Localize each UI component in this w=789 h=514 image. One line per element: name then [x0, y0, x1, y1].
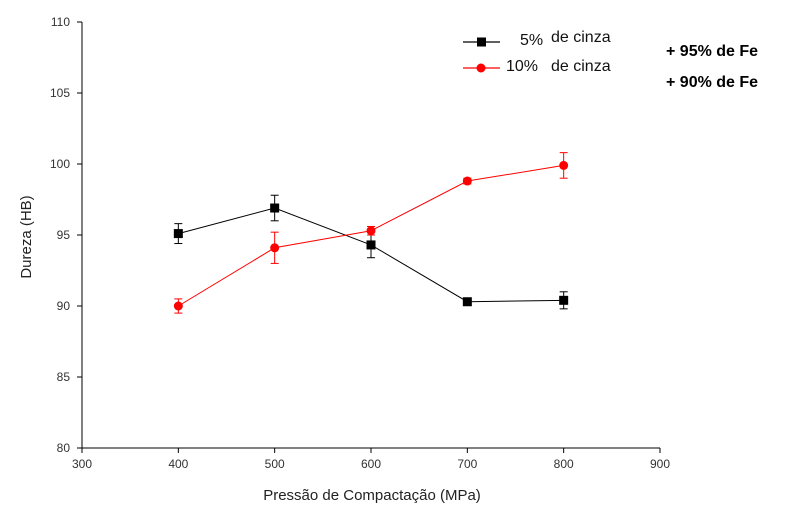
series-layer [173, 152, 569, 314]
data-point-square [462, 297, 472, 307]
legend: 5% de cinza + 95% de Fe 10% de cinza + 90% de… [463, 29, 758, 91]
x-tick-label: 400 [168, 457, 188, 471]
legend-percent: 10% [506, 58, 538, 75]
legend-marker-circle [476, 63, 486, 73]
axis-ticks: 300 400 500 600 700 800 900 80 85 90 95 100 105 110 [50, 15, 670, 471]
data-point-square [270, 203, 280, 213]
x-axis-title: Pressão de Compactação (MPa) [263, 487, 481, 504]
data-point-square [173, 229, 183, 239]
x-tick-label: 300 [72, 457, 92, 471]
composition-label: + 95% de Fe [666, 43, 758, 60]
y-tick-label: 80 [57, 441, 71, 455]
data-point-square [366, 240, 376, 250]
x-tick-label: 600 [361, 457, 381, 471]
legend-label: de cinza [551, 58, 611, 75]
y-tick-label: 85 [57, 370, 71, 384]
y-tick-label: 105 [50, 86, 70, 100]
series-1 [173, 152, 569, 314]
y-tick-label: 95 [57, 228, 71, 242]
data-point-circle [462, 176, 472, 186]
data-point-square [559, 295, 569, 305]
x-tick-label: 700 [457, 457, 477, 471]
x-tick-label: 900 [650, 457, 670, 471]
y-tick-label: 110 [51, 15, 70, 29]
legend-percent: 5% [520, 32, 543, 49]
data-point-circle [270, 243, 280, 253]
y-axis-title: Dureza (HB) [18, 195, 35, 278]
legend-label: de cinza [551, 29, 611, 46]
data-point-circle [173, 301, 183, 311]
composition-label: + 90% de Fe [666, 74, 758, 91]
data-point-circle [366, 226, 376, 236]
y-tick-label: 100 [50, 157, 70, 171]
legend-marker-square [477, 37, 486, 47]
y-tick-label: 90 [57, 299, 71, 313]
x-tick-label: 800 [554, 457, 574, 471]
series-0 [173, 194, 569, 310]
data-point-circle [559, 160, 569, 170]
x-tick-label: 500 [265, 457, 285, 471]
